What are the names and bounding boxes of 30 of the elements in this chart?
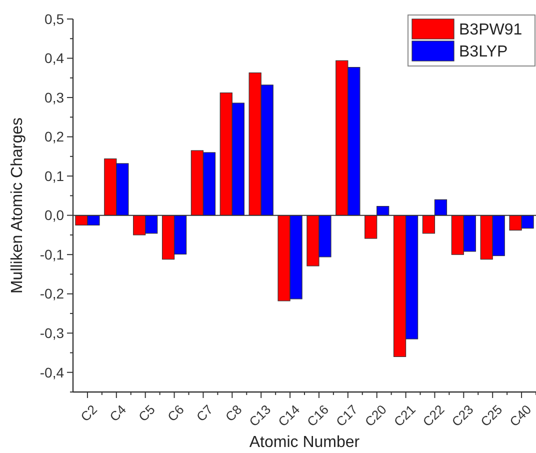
x-tick-label: C16 — [304, 402, 332, 430]
y-tick-label: 0,4 — [44, 50, 64, 66]
x-tick-label: C6 — [164, 402, 187, 424]
y-tick-label: -0,4 — [40, 364, 64, 380]
x-tick-label: C8 — [222, 402, 245, 424]
y-tick-label: 0,1 — [44, 168, 64, 184]
y-tick-label: 0,5 — [44, 10, 64, 27]
y-axis-title: Mulliken Atomic Charges — [9, 117, 26, 294]
x-tick-label: C17 — [332, 402, 360, 430]
x-tick-label: C14 — [275, 402, 303, 430]
legend-label: B3PW91 — [459, 22, 522, 39]
y-tick-label: 0,3 — [44, 89, 64, 106]
x-tick-label: C25 — [478, 402, 506, 430]
y-tick-label: -0,2 — [40, 286, 64, 302]
x-tick-label: C7 — [193, 402, 216, 424]
x-tick-label: C5 — [136, 402, 158, 424]
legend-label: B3LYP — [459, 44, 508, 61]
x-tick-label: C40 — [506, 402, 534, 430]
x-tick-label: C22 — [420, 402, 448, 430]
y-tick-label: 0,0 — [44, 207, 64, 224]
x-tick-label: C2 — [78, 402, 100, 424]
y-tick-label: -0,1 — [40, 246, 64, 262]
y-tick-label: -0,3 — [40, 325, 64, 342]
x-tick-label: C20 — [362, 402, 390, 430]
x-tick-label: C21 — [390, 402, 418, 430]
y-tick-label: 0,2 — [44, 128, 64, 145]
x-tick-label: C23 — [448, 402, 476, 430]
x-tick-label: C13 — [246, 402, 274, 430]
x-tick-label: C4 — [106, 402, 129, 424]
x-axis-title: Atomic Number — [249, 434, 360, 451]
